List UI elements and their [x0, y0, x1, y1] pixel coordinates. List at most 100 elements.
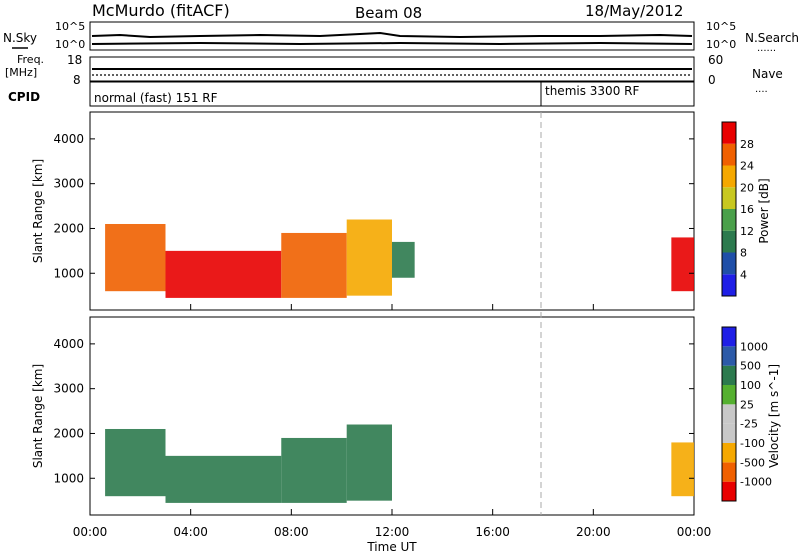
velocity-colorbar-swatch [722, 462, 736, 482]
x-tick-label: 00:00 [677, 525, 712, 539]
x-axis-label: Time UT [366, 540, 417, 554]
noise-trace [91, 31, 693, 39]
velocity-echo-region [671, 442, 694, 497]
velocity-colorbar-tick: 100 [740, 379, 761, 392]
power-y-tick-label: 1000 [53, 266, 84, 280]
power-colorbar-tick: 20 [740, 181, 754, 194]
velocity-echo-region [346, 424, 392, 501]
freq-right-tick-top: 60 [708, 53, 723, 67]
power-echo-marks [105, 219, 694, 298]
power-y-tick-label: 2000 [53, 221, 84, 235]
noise-panel [89, 21, 695, 51]
noise-right-tick-bottom: 10^0 [706, 38, 736, 51]
power-colorbar-swatch [722, 165, 736, 188]
power-colorbar-swatch [722, 274, 736, 296]
x-tick-label: 20:00 [576, 525, 611, 539]
velocity-ylabel: Slant Range [km] [31, 364, 45, 468]
freq-left-tick-bottom: 8 [73, 73, 81, 87]
power-colorbar-tick: 24 [740, 160, 754, 173]
velocity-colorbar-tick: 25 [740, 398, 754, 411]
cpid-segment-2: themis 3300 RF [545, 84, 639, 98]
cpid-label: CPID [8, 90, 40, 104]
velocity-colorbar-swatch [722, 443, 736, 463]
nsearch-label: N.Search [745, 31, 799, 45]
power-colorbar-swatch [722, 230, 736, 253]
velocity-y-tick-label: 3000 [53, 382, 84, 396]
power-colorbar-tick: 8 [740, 247, 747, 260]
velocity-panel: 1000 2000 3000 4000 Slant Range [km] -1000 -… [31, 316, 781, 516]
power-echo-region [281, 232, 347, 298]
freq-label: Freq. [17, 53, 44, 66]
date-title: 18/May/2012 [585, 2, 683, 20]
velocity-colorbar-swatch [722, 404, 736, 424]
velocity-colorbar-tick: -25 [740, 418, 758, 431]
nave-label: Nave [752, 67, 783, 81]
nsearch-legend-dots: ...... [757, 43, 776, 54]
cpid-segment-1: normal (fast) 151 RF [94, 91, 218, 105]
power-colorbar-tick: 16 [740, 203, 754, 216]
velocity-y-tick-label: 1000 [53, 471, 84, 485]
noise-right-tick-top: 10^5 [706, 20, 736, 33]
velocity-echo-region [281, 437, 347, 503]
velocity-colorbar-swatch [722, 385, 736, 405]
power-colorbar-frame [721, 121, 737, 297]
x-tick-label: 16:00 [475, 525, 510, 539]
power-colorbar-tick: 28 [740, 138, 754, 151]
beam-title: Beam 08 [355, 4, 422, 22]
power-echo-region [392, 241, 415, 278]
power-y-tick-label: 4000 [53, 132, 84, 146]
velocity-colorbar-tick: -100 [740, 437, 765, 450]
freq-right-tick-bottom: 0 [708, 73, 716, 87]
nsky-label: N.Sky [3, 31, 37, 45]
power-colorbar-tick: 4 [740, 268, 747, 281]
velocity-colorbar: -1000 -500 -100 -25 25 100 500 1000 [721, 326, 772, 502]
velocity-colorbar-label: Velocity [m s^-1] [767, 364, 781, 468]
velocity-colorbar-swatch [722, 481, 736, 501]
power-echo-region [346, 219, 392, 296]
velocity-y-tick-label: 2000 [53, 426, 84, 440]
power-colorbar-label: Power [dB] [757, 178, 771, 243]
station-title: McMurdo (fitACF) [92, 1, 230, 20]
velocity-colorbar-tick: 500 [740, 360, 761, 373]
x-axis-ticks: 00:00 04:00 08:00 12:00 16:00 20:00 00:00 [73, 304, 712, 539]
x-tick-label: 00:00 [73, 525, 108, 539]
power-colorbar-swatch [722, 122, 736, 144]
velocity-y-tick-label: 4000 [53, 337, 84, 351]
freq-left-tick-top: 18 [67, 53, 82, 67]
velocity-echo-region [105, 428, 166, 497]
power-panel: 1000 2000 3000 4000 Slant Range [km] 4 8 12 16… [31, 111, 771, 311]
x-tick-label: 08:00 [274, 525, 309, 539]
velocity-colorbar-swatch [722, 365, 736, 385]
freq-panel [89, 56, 695, 82]
power-echo-region [105, 223, 166, 292]
velocity-colorbar-tick: -1000 [740, 476, 772, 489]
power-colorbar-swatch [722, 187, 736, 209]
x-tick-label: 12:00 [375, 525, 410, 539]
power-echo-region [671, 237, 694, 292]
power-echo-region [165, 250, 282, 298]
nave-legend-dots: .... [755, 84, 768, 95]
velocity-echo-region [165, 455, 282, 503]
velocity-colorbar-swatch [722, 327, 736, 347]
velocity-colorbar-swatch [722, 423, 736, 443]
power-y-ticks: 1000 2000 3000 4000 [53, 132, 694, 280]
power-colorbar-swatch [722, 143, 736, 166]
power-y-tick-label: 3000 [53, 177, 84, 191]
velocity-colorbar-tick: -500 [740, 456, 765, 469]
x-tick-label: 04:00 [173, 525, 208, 539]
power-colorbar-swatch [722, 252, 736, 275]
velocity-echo-marks [105, 424, 694, 503]
freq-unit-label: [MHz] [5, 66, 37, 79]
noise-left-tick-top: 10^5 [55, 20, 85, 33]
power-colorbar-tick: 12 [740, 225, 754, 238]
cpid-panel [89, 81, 695, 107]
power-colorbar-swatch [722, 209, 736, 231]
power-colorbar: 4 8 12 16 20 24 28 [721, 121, 754, 297]
velocity-y-ticks: 1000 2000 3000 4000 [53, 337, 694, 485]
velocity-colorbar-frame [721, 326, 737, 502]
velocity-colorbar-swatch [722, 346, 736, 366]
power-ylabel: Slant Range [km] [31, 159, 45, 263]
noise-left-tick-bottom: 10^0 [55, 38, 85, 51]
nsearch-trace [91, 41, 693, 46]
